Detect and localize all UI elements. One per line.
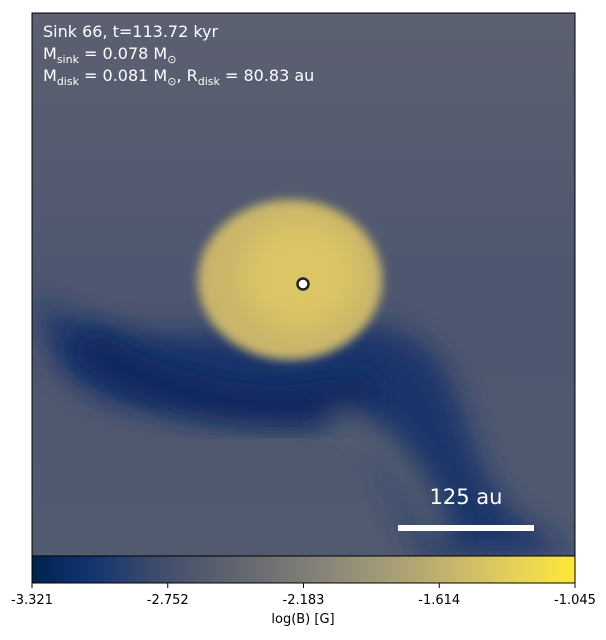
annotation-text: M (43, 66, 57, 85)
annotation: Msink = 0.078 M⊙ (43, 44, 176, 66)
subscript: disk (198, 75, 221, 88)
colorbar-tick-label: -1.614 (418, 593, 460, 608)
subscript: disk (57, 75, 80, 88)
sink-marker (296, 277, 310, 291)
subscript: ⊙ (167, 53, 176, 66)
map-image (32, 13, 575, 556)
colorbar-tick-label: -2.752 (147, 593, 189, 608)
subscript: sink (57, 53, 80, 66)
subscript: ⊙ (167, 75, 176, 88)
colorbar-label: log(B) [G] (271, 612, 334, 627)
annotation-text: M (43, 44, 57, 63)
annotation: Sink 66, t=113.72 kyr (43, 22, 219, 41)
colorbar-tick-label: -2.183 (283, 593, 325, 608)
colorbar-tick-label: -1.045 (554, 593, 596, 608)
scale-bar-label: 125 au (430, 485, 503, 509)
annotation-text: , R (176, 66, 197, 85)
annotation-text: = 80.83 au (220, 66, 314, 85)
annotation-text: = 0.078 M (79, 44, 167, 63)
colorbar-tick-label: -3.321 (11, 593, 53, 608)
colorbar (31, 555, 576, 584)
annotation-text: Sink 66, t=113.72 kyr (43, 22, 219, 41)
annotation: Mdisk = 0.081 M⊙, Rdisk = 80.83 au (43, 66, 314, 88)
annotation-text: = 0.081 M (79, 66, 167, 85)
